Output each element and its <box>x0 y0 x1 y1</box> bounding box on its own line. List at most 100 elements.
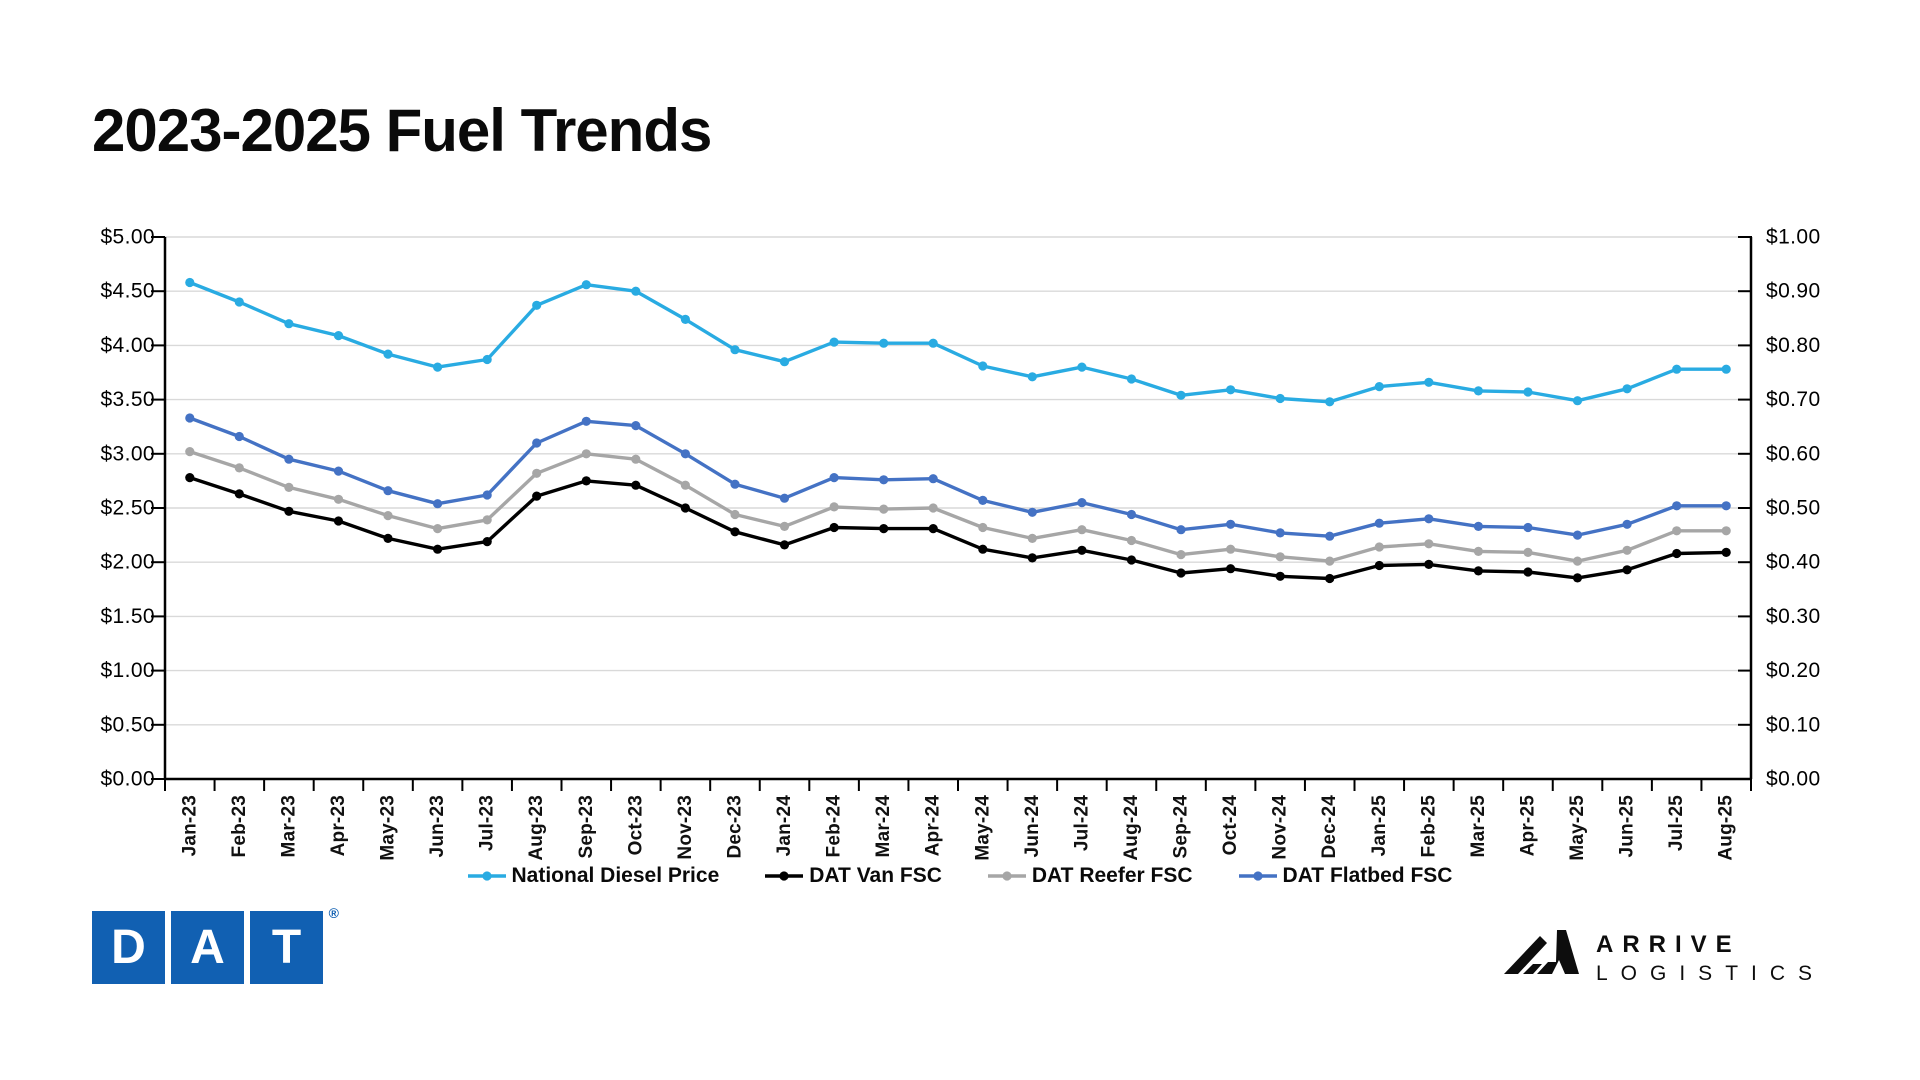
x-axis-label: Apr-24 <box>923 795 944 857</box>
data-point <box>383 486 393 496</box>
legend-marker-icon <box>765 871 804 881</box>
data-point <box>333 466 344 476</box>
data-point <box>1027 553 1037 563</box>
data-point <box>383 533 393 544</box>
left-axis-tick-label: $3.00 <box>100 442 155 465</box>
x-axis-label: Feb-23 <box>229 795 250 857</box>
data-point <box>433 362 443 372</box>
data-point <box>1721 364 1731 374</box>
data-point <box>829 522 839 533</box>
arrive-logistics-text: ARRIVE LOGISTICS <box>1596 928 1825 986</box>
data-point <box>730 509 740 520</box>
data-point <box>1077 525 1087 535</box>
data-point <box>928 474 938 484</box>
legend-item: DAT Flatbed FSC <box>1238 864 1453 888</box>
x-axis-label: Jan-25 <box>1369 795 1390 857</box>
data-point <box>1374 542 1384 552</box>
data-point <box>1473 386 1483 396</box>
data-point <box>631 480 641 490</box>
data-point <box>1176 568 1186 578</box>
registered-trademark-icon: ® <box>328 905 339 921</box>
data-point <box>779 357 790 367</box>
data-point <box>581 476 591 486</box>
x-axis-label: Mar-25 <box>1468 795 1489 858</box>
data-point <box>1672 501 1682 511</box>
data-point <box>1622 384 1632 394</box>
data-point <box>284 482 294 492</box>
data-point <box>1523 522 1533 533</box>
data-point <box>879 475 889 485</box>
x-axis-label: Feb-24 <box>824 795 845 858</box>
data-point <box>879 524 889 534</box>
arrive-logistics-logo: ARRIVE LOGISTICS <box>1504 928 1825 986</box>
legend-item: DAT Van FSC <box>765 864 942 888</box>
dat-logo-letter-a: A <box>171 911 244 984</box>
x-axis-label: Oct-23 <box>625 795 646 855</box>
arrive-wordmark: ARRIVE <box>1596 931 1741 958</box>
dat-logo-letter-d: D <box>92 911 165 984</box>
data-point <box>1126 509 1137 520</box>
data-point <box>829 337 839 347</box>
x-axis-label: Nov-23 <box>675 795 696 860</box>
x-axis-label: Jan-23 <box>179 795 200 856</box>
data-point <box>1176 525 1186 535</box>
right-axis-tick-label: $0.90 <box>1766 280 1821 303</box>
logistics-wordmark: LOGISTICS <box>1596 962 1826 985</box>
x-axis-label: Sep-24 <box>1171 795 1192 859</box>
legend-marker-icon <box>467 871 506 881</box>
data-point <box>680 449 691 459</box>
data-point <box>234 463 244 473</box>
data-point <box>1027 533 1037 544</box>
left-axis-tick-label: $2.50 <box>100 497 155 520</box>
data-point <box>581 449 591 459</box>
dat-logo-letter-t: T ® <box>250 905 339 984</box>
x-axis-label: May-23 <box>378 795 399 861</box>
left-axis-tick-label: $5.00 <box>100 226 155 249</box>
dat-logo-letter-t-text: T <box>271 921 302 974</box>
data-point <box>1523 567 1533 577</box>
data-point <box>1473 566 1483 576</box>
data-point <box>1077 545 1087 555</box>
data-point <box>1275 552 1285 562</box>
x-axis-label: Jun-25 <box>1617 795 1638 858</box>
page-title: 2023-2025 Fuel Trends <box>92 97 712 164</box>
data-point <box>779 493 790 503</box>
left-axis-tick-label: $0.50 <box>100 713 155 736</box>
data-point <box>779 540 790 550</box>
legend-label: DAT Reefer FSC <box>1031 864 1193 887</box>
data-point <box>680 480 691 490</box>
legend-item: DAT Reefer FSC <box>987 864 1193 888</box>
x-axis-label: Jul-23 <box>477 795 498 851</box>
data-point <box>482 354 492 365</box>
x-axis-label: Aug-23 <box>526 795 547 861</box>
data-point <box>1523 387 1533 397</box>
left-axis-tick-label: $3.50 <box>100 388 155 411</box>
data-point <box>1572 556 1583 566</box>
x-axis-label: Feb-25 <box>1418 795 1439 858</box>
right-axis-tick-label: $0.20 <box>1766 659 1821 682</box>
data-point <box>631 454 641 464</box>
x-axis-label: Aug-25 <box>1716 795 1737 861</box>
x-axis-label: Mar-24 <box>873 795 894 858</box>
legend-label: DAT Flatbed FSC <box>1282 864 1453 887</box>
data-point <box>482 515 492 525</box>
x-axis-label: Nov-24 <box>1270 795 1291 860</box>
data-point <box>730 527 740 537</box>
data-point <box>581 280 591 290</box>
legend-label: National Diesel Price <box>511 864 720 887</box>
data-point <box>1325 556 1335 566</box>
data-point <box>1226 564 1236 574</box>
data-point <box>185 447 195 457</box>
left-axis-tick-label: $4.50 <box>100 280 155 303</box>
left-axis-tick-label: $0.00 <box>100 768 155 791</box>
data-point <box>1572 530 1583 540</box>
left-axis-tick-label: $1.50 <box>100 605 155 628</box>
x-axis-label: Aug-24 <box>1121 795 1142 861</box>
data-point <box>1176 390 1186 400</box>
data-point <box>978 544 988 554</box>
x-axis-label: Dec-24 <box>1319 795 1340 859</box>
x-axis-label: May-25 <box>1567 795 1588 861</box>
data-point <box>1721 547 1731 558</box>
data-point <box>879 504 889 514</box>
data-point <box>185 413 195 423</box>
